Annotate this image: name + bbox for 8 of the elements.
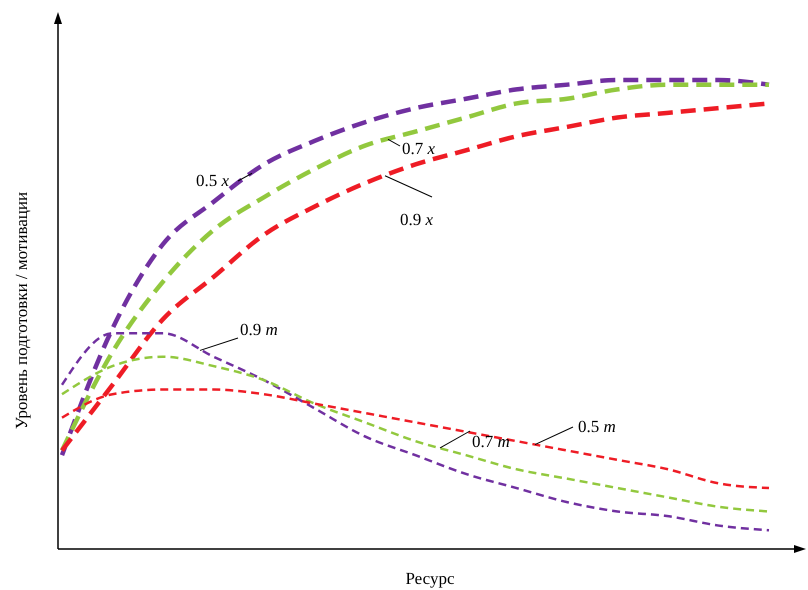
series-label: 0.5 m — [578, 417, 616, 436]
x-axis-title: Ресурс — [405, 569, 455, 588]
series-label: 0.7 x — [402, 139, 436, 158]
y-axis-title: Уровень подготовки / мотивации — [12, 192, 31, 430]
series-label: 0.7 m — [472, 432, 510, 451]
text: 0.9 x — [400, 210, 434, 229]
series-label: 0.9 m — [240, 320, 278, 339]
series-label: 0.5 x — [196, 171, 230, 190]
